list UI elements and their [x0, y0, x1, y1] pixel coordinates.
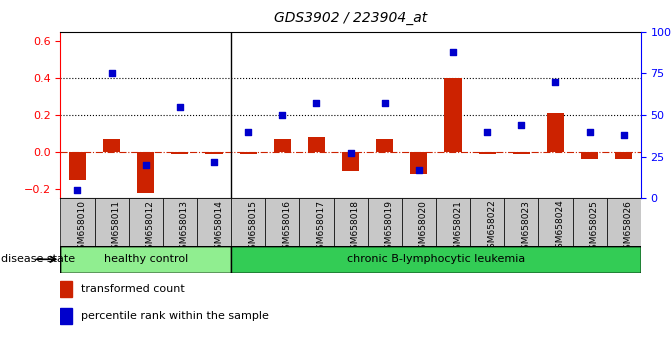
Text: GSM658014: GSM658014 — [214, 200, 223, 255]
Bar — [103, 139, 120, 152]
Point — [413, 167, 424, 173]
Text: GSM658021: GSM658021 — [453, 200, 462, 255]
Text: GSM658010: GSM658010 — [77, 200, 87, 255]
Bar — [231, 246, 641, 273]
Bar — [129, 198, 163, 246]
Bar — [376, 139, 393, 152]
Point — [619, 132, 629, 138]
Text: chronic B-lymphocytic leukemia: chronic B-lymphocytic leukemia — [347, 254, 525, 264]
Text: percentile rank within the sample: percentile rank within the sample — [81, 311, 268, 321]
Point — [550, 79, 561, 85]
Bar — [308, 137, 325, 152]
Bar — [607, 198, 641, 246]
Text: GSM658018: GSM658018 — [350, 200, 360, 255]
Bar — [137, 152, 154, 193]
Bar — [615, 152, 632, 159]
Text: GSM658020: GSM658020 — [419, 200, 428, 255]
Bar — [538, 198, 572, 246]
Text: GSM658019: GSM658019 — [384, 200, 394, 255]
Bar — [60, 198, 95, 246]
Point — [140, 162, 151, 168]
Bar — [163, 198, 197, 246]
Bar — [581, 152, 598, 159]
Point — [584, 129, 595, 135]
Text: healthy control: healthy control — [103, 254, 188, 264]
Point — [174, 104, 185, 110]
Bar — [274, 139, 291, 152]
Text: GSM658015: GSM658015 — [248, 200, 257, 255]
Bar — [368, 198, 402, 246]
Bar — [265, 198, 299, 246]
Bar — [411, 152, 427, 174]
Text: GSM658012: GSM658012 — [146, 200, 155, 255]
Text: GSM658025: GSM658025 — [590, 200, 599, 255]
Point — [345, 150, 356, 156]
Point — [72, 187, 83, 193]
Text: GSM658022: GSM658022 — [487, 200, 496, 255]
Bar — [436, 198, 470, 246]
Bar — [470, 198, 504, 246]
Point — [516, 122, 527, 128]
Text: disease state: disease state — [1, 254, 74, 264]
Text: GSM658024: GSM658024 — [556, 200, 564, 255]
Point — [277, 112, 288, 118]
Bar — [69, 152, 86, 180]
Bar — [504, 198, 538, 246]
Bar — [60, 246, 231, 273]
Bar — [299, 198, 333, 246]
Point — [106, 71, 117, 76]
Text: GSM658016: GSM658016 — [282, 200, 291, 255]
Text: GSM658026: GSM658026 — [624, 200, 633, 255]
Text: GDS3902 / 223904_at: GDS3902 / 223904_at — [274, 11, 427, 25]
Point — [448, 49, 458, 55]
Bar — [171, 152, 189, 154]
Bar — [402, 198, 436, 246]
Bar — [60, 281, 72, 297]
Bar — [60, 308, 72, 324]
Bar — [342, 152, 359, 171]
Point — [243, 129, 254, 135]
Bar — [95, 198, 129, 246]
Bar — [333, 198, 368, 246]
Text: GSM658011: GSM658011 — [111, 200, 121, 255]
Point — [311, 101, 322, 106]
Text: GSM658023: GSM658023 — [521, 200, 530, 255]
Bar — [547, 113, 564, 152]
Bar — [240, 152, 257, 154]
Text: GSM658013: GSM658013 — [180, 200, 189, 255]
Point — [209, 159, 219, 165]
Bar — [478, 152, 496, 154]
Bar — [572, 198, 607, 246]
Point — [482, 129, 493, 135]
Text: GSM658017: GSM658017 — [317, 200, 325, 255]
Bar — [513, 152, 530, 154]
Point — [379, 101, 390, 106]
Bar — [444, 78, 462, 152]
Text: transformed count: transformed count — [81, 284, 185, 295]
Bar — [231, 198, 265, 246]
Bar — [197, 198, 231, 246]
Bar — [205, 152, 223, 154]
